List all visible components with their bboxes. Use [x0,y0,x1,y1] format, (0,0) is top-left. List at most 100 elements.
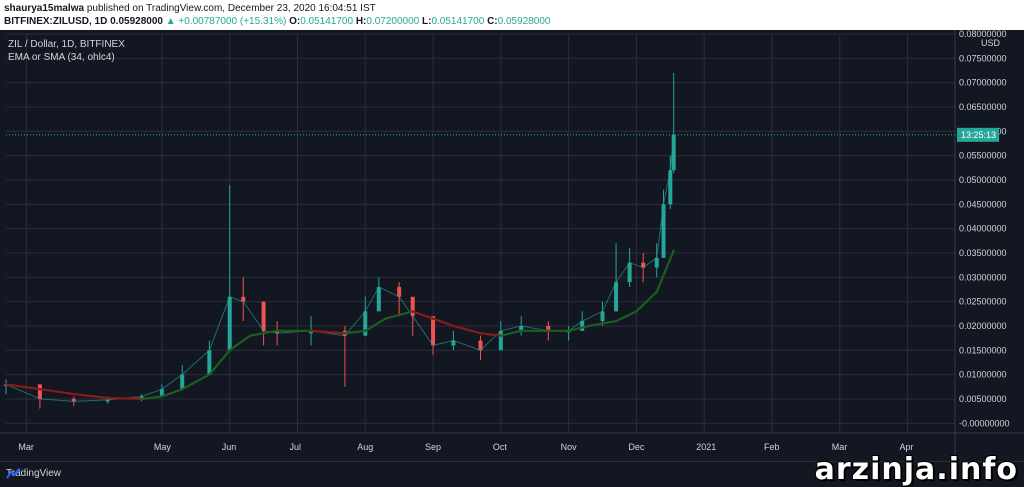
x-tick-label: 2021 [696,442,716,452]
chart-legend: ZIL / Dollar, 1D, BITFINEX EMA or SMA (3… [8,38,125,64]
ma-segment [248,329,279,337]
price-candle [37,384,42,399]
y-tick-label: 0.04000000 [959,224,1007,234]
x-tick-label: Jun [222,442,237,452]
y-tick-label: 0.01000000 [959,370,1007,380]
x-tick-label: Mar [832,442,848,452]
price-candle [410,296,415,317]
symbol-label: BITFINEX:ZILUSD, 1D [4,16,108,27]
price-candle [275,330,280,334]
high-value: 0.07200000 [366,16,420,27]
publication-header: shaurya15malwa published on TradingView.… [0,0,1024,30]
ma-segment [567,324,591,332]
ma-segment [160,388,184,398]
ma-segment [587,319,618,328]
current-price-tag [957,127,999,142]
price-candle [546,325,551,331]
ma-segment [384,310,414,320]
price-candle [671,134,676,171]
price-candle [614,282,619,312]
price-candle [580,321,585,331]
price-chart[interactable]: 0.08000000 0.07500000 0.07000000 0.06500000… [0,30,1024,461]
x-tick-label: Oct [493,442,508,452]
ma-segment [4,383,41,391]
tradingview-logo[interactable]: TradingView [6,468,61,479]
price-candle [207,350,212,375]
x-tick-label: Mar [18,442,34,452]
footer-bar: TradingView [0,461,1024,487]
currency-label: USD [981,38,1001,48]
price-candle [641,262,646,268]
x-tick-label: Apr [900,442,914,452]
price-candle [451,340,456,346]
y-tick-label: 0.01500000 [959,345,1007,355]
price-candle [668,170,673,205]
x-tick-label: May [154,442,172,452]
price-candle [309,330,314,334]
published-text: published on TradingView.com, December 2… [86,3,376,14]
ma-segment [364,317,387,332]
y-tick-label: 0.07000000 [959,78,1007,88]
y-tick-label: 0.06500000 [959,102,1007,112]
price-candle [71,398,76,402]
price-candle [600,311,605,322]
y-tick-label: 0.05000000 [959,175,1007,185]
ma-segment [140,395,164,401]
x-tick-label: Feb [764,442,780,452]
low-label: L: [422,16,432,27]
ma-segment [479,332,502,337]
y-tick-label: 0.03500000 [959,248,1007,258]
price-line [5,134,675,402]
price-candle [654,257,659,268]
x-tick-label: Sep [425,442,441,452]
y-tick-label: -0.00000000 [959,418,1010,428]
price-candle [478,340,483,351]
x-tick-label: Dec [628,442,645,452]
site-watermark: arzinja.info [814,452,1018,487]
author-name[interactable]: shaurya15malwa [4,3,85,14]
x-tick-label: Aug [357,442,373,452]
high-label: H: [355,16,367,27]
price-candle [661,204,666,258]
chart-area[interactable]: 0.08000000 0.07500000 0.07000000 0.06500000… [0,30,1024,461]
ma-segment [309,329,347,335]
price-candle [376,287,381,312]
price-candle [227,296,232,351]
y-tick-label: 0.00500000 [959,394,1007,404]
price-candle [519,325,524,331]
price-candle [498,330,503,351]
legend-indicator[interactable]: EMA or SMA (34, ohlc4) [8,52,115,63]
price-change: ▲ +0.00787000 (+15.31%) [165,16,287,27]
ma-segment [38,388,75,396]
y-tick-label: 0.05500000 [959,151,1007,161]
low-value: 0.05141700 [431,16,485,27]
price-candle [105,399,110,402]
ma-segment [499,329,523,337]
y-tick-label: 0.02500000 [959,297,1007,307]
y-tick-label: 0.03000000 [959,272,1007,282]
price-candle [241,296,246,302]
price-candle [261,301,266,331]
ma-segment [106,396,143,401]
price-candle [159,389,164,397]
price-candle [180,374,185,390]
ma-segment [343,329,367,335]
publication-line: shaurya15malwa published on TradingView.… [4,3,376,14]
ma-segment [431,317,455,328]
x-tick-label: Nov [561,442,578,452]
open-label: O: [289,16,301,27]
current-price-tag-label: 13:25:13 [961,130,996,140]
y-tick-label: 0.08000000 [959,30,1007,39]
ma-segment [228,334,252,352]
y-tick-label: 0.04500000 [959,199,1007,209]
ma-segment [208,349,231,376]
legend-title: ZIL / Dollar, 1D, BITFINEX [8,39,125,50]
ma-segment [452,324,482,335]
ma-segment [72,392,109,400]
y-tick-label: 0.07500000 [959,53,1007,63]
y-tick-label: 0.02000000 [959,321,1007,331]
price-candle [363,311,368,336]
price-candle [397,287,402,297]
open-value: 0.05141700 [300,16,354,27]
tradingview-brand: TradingView [6,468,62,479]
